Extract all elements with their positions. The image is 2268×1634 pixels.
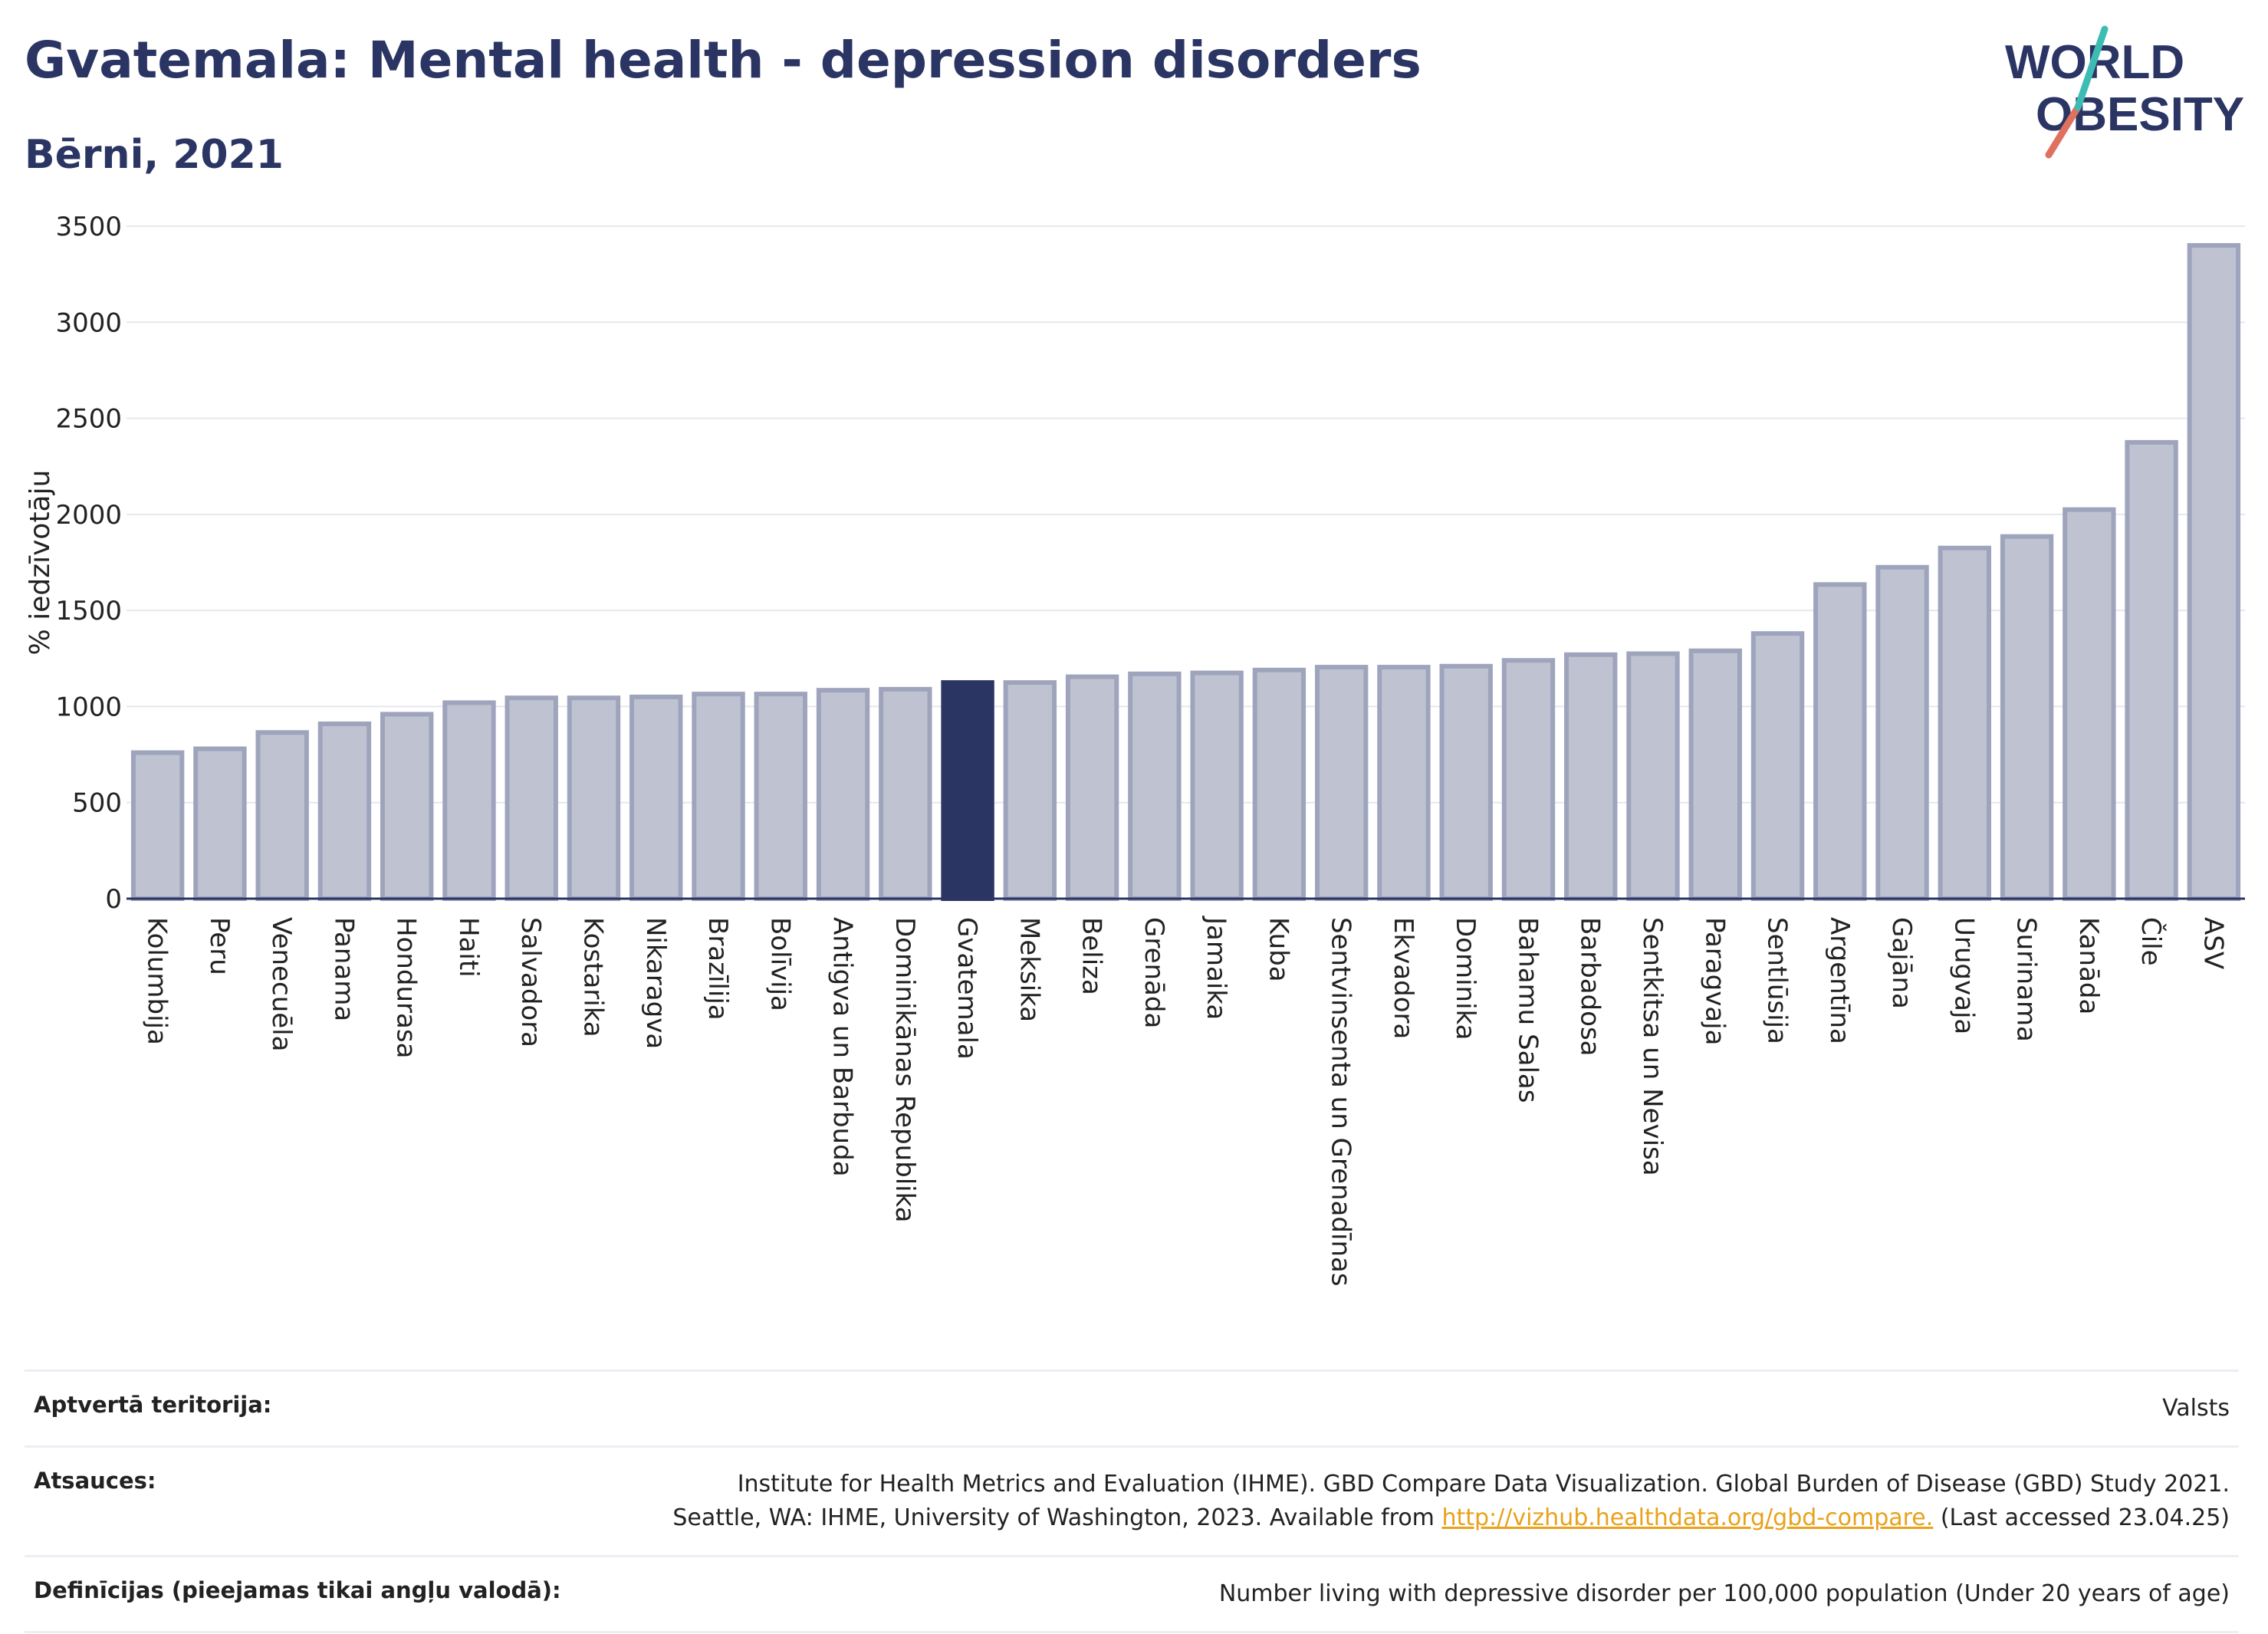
territory-label: Aptvertā teritorija: <box>34 1392 272 1418</box>
y-tick-label: 1500 <box>55 596 122 626</box>
definitions-value: Number living with depressive disorder p… <box>1218 1580 2230 1607</box>
x-tick-label: Peru <box>204 917 235 975</box>
x-tick-label: Beliza <box>1076 917 1107 995</box>
y-tick-label: 3500 <box>55 212 122 242</box>
x-tick-label: Brazīlija <box>702 917 733 1021</box>
y-tick-label: 0 <box>105 884 122 915</box>
x-tick-label: Sentvinsenta un Grenadīnas <box>1326 917 1356 1287</box>
footer-row-sources: Atsauces: Institute for Health Metrics a… <box>25 1445 2239 1555</box>
bar-12 <box>879 686 932 901</box>
sources-link[interactable]: http://vizhub.healthdata.org/gbd-compare… <box>1441 1504 1934 1531</box>
bar-0 <box>130 750 185 902</box>
x-tick-label: Haiti <box>453 917 484 978</box>
territory-value: Valsts <box>2162 1395 2230 1422</box>
sources-value: Institute for Health Metrics and Evaluat… <box>672 1468 2230 1535</box>
bar-11 <box>816 688 870 901</box>
bar-26 <box>1750 631 1805 901</box>
logo-slash-teal <box>2074 25 2109 111</box>
bar-30 <box>2000 534 2054 901</box>
bar-9 <box>692 692 745 901</box>
bar-27 <box>1813 582 1867 902</box>
x-tick-label: Ekvadora <box>1388 917 1418 1039</box>
chart-title: Gvatemala: Mental health - depression di… <box>25 31 1422 90</box>
x-tick-label: Grenāda <box>1139 917 1169 1028</box>
x-tick-label: Kolumbija <box>142 917 173 1045</box>
bar-32 <box>2125 439 2178 901</box>
x-tick-label: Kuba <box>1263 917 1293 982</box>
bar-25 <box>1688 648 1742 902</box>
x-tick-label: Kanāda <box>2073 917 2104 1014</box>
definitions-label: Definīcijas (pieejamas tikai angļu valod… <box>34 1577 561 1603</box>
bar-23 <box>1564 652 1618 901</box>
x-tick-label: Venecuēla <box>266 917 297 1051</box>
bar-4 <box>380 712 434 901</box>
bar-22 <box>1501 658 1556 901</box>
bar-31 <box>2063 507 2116 901</box>
bar-17 <box>1190 670 1244 901</box>
y-tick-label: 1000 <box>55 692 122 722</box>
x-tick-label: Barbadosa <box>1575 917 1606 1057</box>
bar-7 <box>567 695 621 901</box>
x-tick-label: Nikaragva <box>640 917 671 1049</box>
x-tick-label: Sentlūsija <box>1762 917 1793 1044</box>
bar-2 <box>255 730 309 902</box>
bar-16 <box>1128 671 1182 901</box>
bar-14 <box>1003 680 1057 901</box>
logo-slash-red <box>2045 104 2082 159</box>
x-tick-label: Čile <box>2135 917 2167 966</box>
sources-line-2-prefix: Seattle, WA: IHME, University of Washing… <box>672 1504 1442 1531</box>
y-tick-label: 3000 <box>55 307 122 338</box>
bar-5 <box>442 700 496 901</box>
footer-row-territory: Aptvertā teritorija: Valsts <box>25 1369 2239 1445</box>
bar-29 <box>1938 545 1992 901</box>
x-tick-label: Bahamu Salas <box>1512 917 1543 1103</box>
x-tick-label: Surinama <box>2011 917 2042 1042</box>
x-tick-label: Paragvaja <box>1699 917 1730 1045</box>
bar-24 <box>1626 651 1680 901</box>
bar-15 <box>1065 674 1119 902</box>
x-tick-label: Panama <box>328 917 359 1021</box>
bar-19 <box>1314 665 1369 901</box>
x-tick-label: ASV <box>2197 917 2228 969</box>
x-tick-label: Gvatemala <box>952 917 982 1060</box>
bar-13 <box>941 680 994 901</box>
y-tick-label: 2000 <box>55 500 122 531</box>
bar-8 <box>629 694 683 902</box>
x-tick-label: Gajāna <box>1886 917 1917 1009</box>
bar-1 <box>193 746 247 901</box>
bar-chart: 0 500 1000 1500 2000 2500 3000 3500 % iedzīvotāj… <box>25 212 2245 1287</box>
x-tick-label: Meksika <box>1014 917 1044 1022</box>
y-axis-label: % iedzīvotāju <box>25 470 56 656</box>
sources-label: Atsauces: <box>34 1468 156 1494</box>
x-tick-label: Sentkitsa un Nevisa <box>1637 917 1668 1176</box>
sources-line-2-suffix: (Last accessed 23.04.25) <box>1933 1504 2230 1531</box>
x-tick-label: Kostarika <box>577 917 608 1037</box>
x-tick-label: Urugvaja <box>1948 917 1979 1034</box>
chart-footer: Aptvertā teritorija: Valsts Atsauces: In… <box>25 1369 2239 1633</box>
bar-6 <box>505 695 558 901</box>
bar-21 <box>1439 663 1493 902</box>
chart-subtitle: Bērni, 2021 <box>25 132 284 178</box>
x-tick-label: Dominikānas Republika <box>889 917 920 1223</box>
x-tick-label: Jamaika <box>1201 916 1231 1020</box>
x-tick-label: Dominika <box>1450 917 1481 1040</box>
bar-20 <box>1377 665 1431 901</box>
y-tick-label: 500 <box>72 788 122 819</box>
bar-18 <box>1252 667 1307 901</box>
bar-3 <box>317 721 372 901</box>
y-tick-label: 2500 <box>55 404 122 435</box>
x-tick-label: Antigva un Barbuda <box>827 917 858 1177</box>
x-tick-label: Hondurasa <box>391 917 422 1058</box>
x-tick-label: Argentīna <box>1824 917 1855 1044</box>
sources-line-1: Institute for Health Metrics and Evaluat… <box>737 1471 2230 1498</box>
world-obesity-logo: WORLD OBESITY <box>2005 25 2244 159</box>
bar-33 <box>2187 243 2241 901</box>
bar-28 <box>1875 564 1929 901</box>
x-tick-label: Bolīvija <box>764 917 795 1011</box>
x-tick-label: Salvadora <box>515 917 546 1047</box>
bar-10 <box>754 692 807 901</box>
footer-row-definitions: Definīcijas (pieejamas tikai angļu valod… <box>25 1555 2239 1633</box>
